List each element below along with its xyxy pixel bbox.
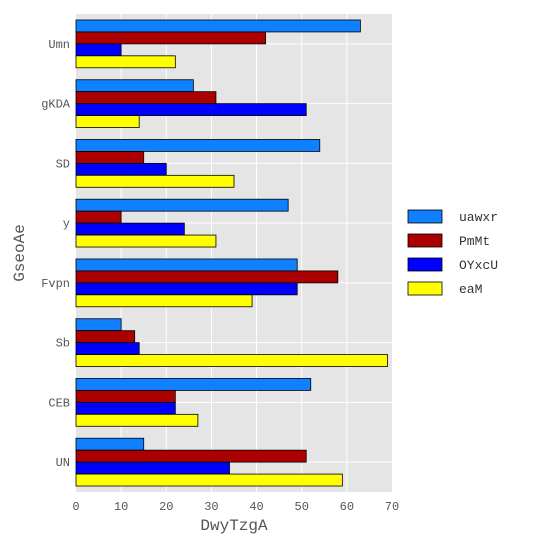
bar-PmMt-y	[75, 210, 122, 224]
bar-eaM-y	[75, 234, 217, 248]
legend-label-PmMt: PmMt	[459, 234, 490, 249]
bar-eaM-gKDA	[75, 115, 140, 128]
y-tick-label: y	[63, 217, 70, 231]
legend-swatch-OYxcU	[407, 257, 443, 272]
y-tick-labels: Umn gKDA SD y Fvpn Sb CEB UN	[41, 38, 71, 470]
bar-PmMt-CEB	[75, 390, 176, 403]
bar-PmMt-gKDA	[75, 91, 217, 105]
legend: uawxr PmMt OYxcU eaM	[407, 209, 498, 297]
x-tick-label: 50	[295, 500, 309, 514]
bar-PmMt-Fvpn	[75, 270, 339, 284]
bar-uawxr-Sb	[75, 318, 122, 332]
legend-swatch-PmMt	[407, 233, 443, 248]
bar-eaM-Fvpn	[75, 294, 253, 308]
bar-PmMt-UN	[75, 449, 307, 463]
bar-OYxcU-Sb	[75, 342, 140, 355]
bar-uawxr-y	[75, 198, 289, 212]
bar-eaM-CEB	[75, 413, 199, 427]
x-axis-label: DwyTzgA	[200, 517, 268, 535]
bar-OYxcU-y	[75, 222, 185, 236]
legend-label-uawxr: uawxr	[459, 210, 498, 225]
x-tick-label: 0	[72, 500, 79, 514]
bar-OYxcU-UN	[75, 461, 230, 475]
bars	[75, 19, 388, 487]
bar-uawxr-SD	[75, 139, 321, 152]
x-tick-label: 70	[385, 500, 399, 514]
y-tick-label: SD	[56, 157, 70, 171]
legend-label-OYxcU: OYxcU	[459, 258, 498, 273]
x-tick-label: 10	[114, 500, 128, 514]
bar-uawxr-Fvpn	[75, 258, 298, 272]
bar-OYxcU-CEB	[75, 401, 176, 415]
x-tick-label: 60	[340, 500, 354, 514]
y-tick-label: Sb	[56, 337, 70, 351]
legend-swatch-uawxr	[407, 209, 443, 224]
bar-eaM-UN	[75, 473, 343, 487]
bar-OYxcU-Umn	[75, 43, 122, 57]
y-axis-label: GseoAe	[11, 224, 29, 282]
bar-PmMt-Sb	[75, 330, 136, 344]
x-tick-label: 40	[249, 500, 263, 514]
bar-OYxcU-gKDA	[75, 103, 307, 116]
bar-eaM-Sb	[75, 354, 388, 367]
bar-eaM-Umn	[75, 55, 176, 69]
bar-eaM-SD	[75, 174, 235, 188]
y-tick-label: gKDA	[41, 98, 71, 112]
x-tick-labels: 0 10 20 30 40 50 60 70	[72, 500, 399, 514]
x-tick-label: 20	[159, 500, 173, 514]
bar-PmMt-Umn	[75, 31, 267, 45]
x-tick-label: 30	[204, 500, 218, 514]
bar-uawxr-UN	[75, 437, 145, 451]
y-tick-label: UN	[56, 456, 70, 470]
legend-swatch-eaM	[407, 281, 443, 296]
y-tick-label: Umn	[48, 38, 70, 52]
legend-label-eaM: eaM	[459, 282, 482, 297]
bar-uawxr-CEB	[75, 378, 312, 391]
y-tick-label: Fvpn	[41, 277, 70, 291]
bar-OYxcU-Fvpn	[75, 282, 298, 296]
y-tick-label: CEB	[48, 396, 70, 410]
bar-OYxcU-SD	[75, 162, 167, 176]
bar-uawxr-gKDA	[75, 79, 194, 93]
bar-uawxr-Umn	[75, 19, 361, 33]
bar-PmMt-SD	[75, 151, 145, 164]
